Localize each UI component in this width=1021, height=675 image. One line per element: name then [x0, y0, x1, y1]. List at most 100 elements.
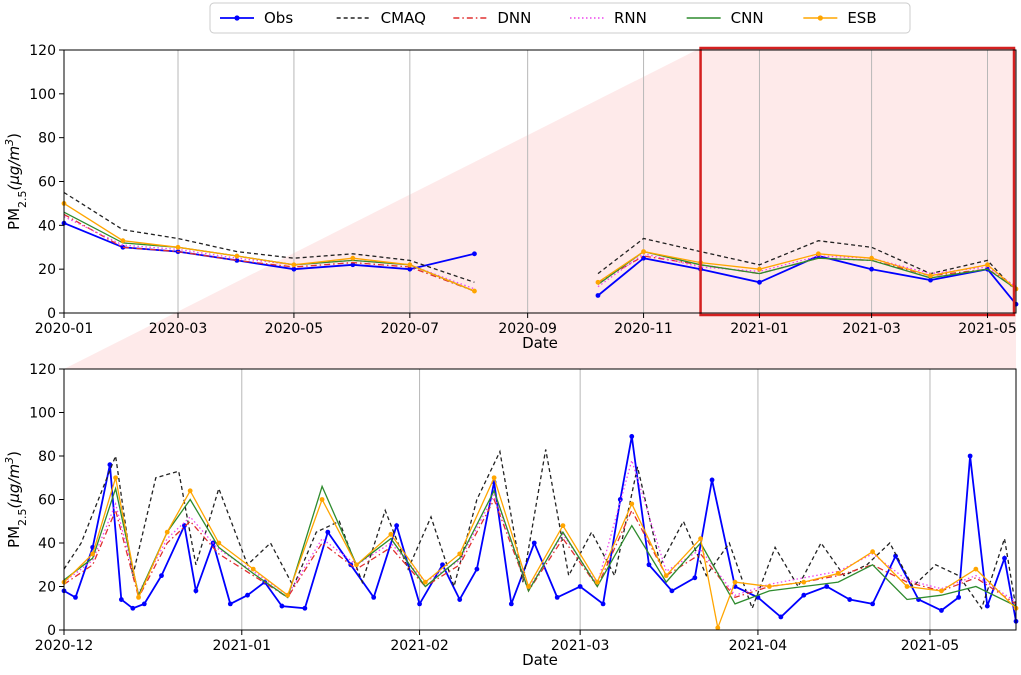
ytick-label-60: 60: [38, 493, 56, 509]
point-esb-2020-06-01: [350, 255, 356, 261]
series-line-cnn-0: [63, 484, 1017, 607]
point-obs-2020-05-01: [291, 266, 297, 272]
series-line-cnn-1: [597, 250, 1017, 290]
xtick-label-2020-03: 2020-03: [149, 321, 208, 337]
point-obs-2021-05-14: [1002, 555, 1007, 561]
x-axis-label: Date: [522, 334, 558, 352]
point-esb-2021-01-21: [354, 562, 359, 568]
point-obs-2021-05-08: [967, 453, 973, 459]
point-obs-2021-01-01: [757, 279, 762, 285]
point-obs-2021-03-01: [869, 266, 874, 272]
point-esb-2021-03-04: [594, 579, 600, 585]
y-axis-label: PM2.5(μg/m3): [3, 133, 29, 230]
point-obs-2021-04-13: [824, 584, 830, 589]
point-obs-2020-02-01: [120, 244, 126, 250]
point-esb-2020-08-04: [472, 288, 477, 294]
ytick-label-100: 100: [29, 406, 56, 422]
point-obs-2021-02-05: [440, 562, 445, 568]
ytick-label-40: 40: [38, 218, 56, 234]
ytick-label-80: 80: [38, 131, 56, 147]
point-obs-2021-03-21: [692, 575, 698, 581]
point-obs-2020-12-30: [227, 601, 233, 607]
point-esb-2021-01-27: [388, 531, 394, 537]
point-esb-2021-01-15: [319, 497, 325, 502]
point-obs-2021-04-21: [870, 601, 876, 607]
bottom-panel: 0 20 40 60 80 100 120 2020-12 2021-01 2021-02 2021…: [3, 362, 1019, 669]
series-line-esb-0: [63, 202, 475, 292]
xtick-label-2021-01: 2021-01: [730, 321, 789, 337]
point-obs-2021-01-02: [245, 592, 250, 598]
series-line-cmaq-1: [597, 237, 1017, 292]
ytick-label-120: 120: [29, 362, 56, 378]
ytick-label-20: 20: [38, 580, 56, 596]
xtick-label-2020-09: 2020-09: [498, 321, 557, 337]
point-obs-2021-02-08: [457, 597, 463, 602]
point-esb-2021-02-02: [422, 579, 428, 585]
point-obs-2021-04-09: [801, 592, 807, 598]
ytick-label-80: 80: [38, 449, 56, 465]
point-esb-2021-04-27: [904, 584, 910, 589]
point-obs-2021-04-01: [928, 277, 933, 283]
legend-label-cnn: CNN: [731, 9, 764, 27]
legend-frame: [209, 2, 911, 34]
point-esb-2021-05-01: [985, 262, 990, 268]
legend-marker-esb: [817, 15, 823, 21]
plot-frame: [63, 368, 1017, 631]
point-obs-2021-03-05: [600, 601, 606, 607]
point-esb-2020-12-14: [136, 594, 141, 600]
point-obs-2021-03-08: [617, 497, 623, 502]
zoom-wedge-layer: [64, 48, 1016, 369]
top-panel: 0 20 40 60 80 100 120 2020-01 2020-03 2020-05 2020…: [3, 43, 1019, 352]
point-obs-2021-02-25: [554, 594, 560, 600]
legend-label-dnn: DNN: [497, 9, 531, 27]
point-obs-2020-07-01: [407, 266, 413, 272]
xtick-label-2020-12: 2020-12: [35, 638, 94, 654]
point-obs-2021-03-24: [709, 477, 715, 483]
point-esb-2021-01-09: [285, 592, 291, 598]
point-obs-2020-11-01: [641, 255, 646, 261]
point-esb-2021-02-01: [815, 251, 821, 257]
legend-label-cmaq: CMAQ: [381, 9, 426, 27]
point-esb-2021-03-01: [869, 255, 874, 261]
point-obs-2020-12-18: [159, 573, 164, 579]
point-esb-2021-01-01: [757, 266, 762, 272]
point-obs-2021-03-01: [577, 584, 583, 589]
point-esb-2020-05-01: [291, 262, 297, 268]
xtick-label-2021-02: 2021-02: [390, 638, 449, 654]
point-obs-2020-12-15: [141, 601, 147, 607]
point-esb-2021-02-20: [526, 584, 531, 589]
point-obs-2020-06-01: [350, 262, 356, 268]
y-axis-label: PM2.5(μg/m3): [3, 451, 29, 548]
point-esb-2021-04-09: [801, 579, 807, 585]
point-obs-2021-03-13: [646, 562, 652, 568]
point-obs-2021-05-03: [939, 608, 944, 613]
point-obs-2021-04-05: [778, 614, 784, 620]
legend-label-obs: Obs: [264, 9, 293, 27]
series-line-cmaq-0: [63, 191, 475, 283]
xtick-label-2020-01: 2020-01: [35, 321, 94, 337]
legend-marker-obs: [234, 15, 240, 21]
point-obs-2021-02-11: [474, 566, 480, 572]
point-obs-2021-02-01: [417, 601, 422, 607]
series-line-dnn-0: [63, 213, 475, 292]
legend-label-esb: ESB: [847, 9, 876, 27]
point-esb-2021-04-21: [870, 549, 876, 555]
point-obs-2021-02-21: [531, 540, 537, 546]
point-esb-2020-03-01: [175, 244, 181, 250]
point-esb-2021-03-10: [629, 501, 635, 507]
point-obs-2021-05-11: [984, 603, 990, 609]
point-esb-2021-01-03: [250, 566, 256, 572]
series-line-obs-0: [63, 436, 1017, 622]
point-esb-2021-02-26: [560, 523, 566, 528]
point-esb-2021-05-03: [939, 588, 944, 594]
point-esb-2021-03-16: [663, 573, 669, 579]
point-esb-2020-12-06: [90, 551, 96, 557]
point-obs-2020-04-01: [234, 258, 240, 263]
point-esb-2021-02-14: [491, 475, 497, 481]
point-esb-2021-05-09: [973, 566, 979, 572]
point-esb-2021-02-08: [457, 551, 463, 557]
point-esb-2021-03-25: [715, 625, 721, 631]
ytick-label-40: 40: [38, 536, 56, 552]
point-esb-2020-12-23: [187, 488, 193, 494]
